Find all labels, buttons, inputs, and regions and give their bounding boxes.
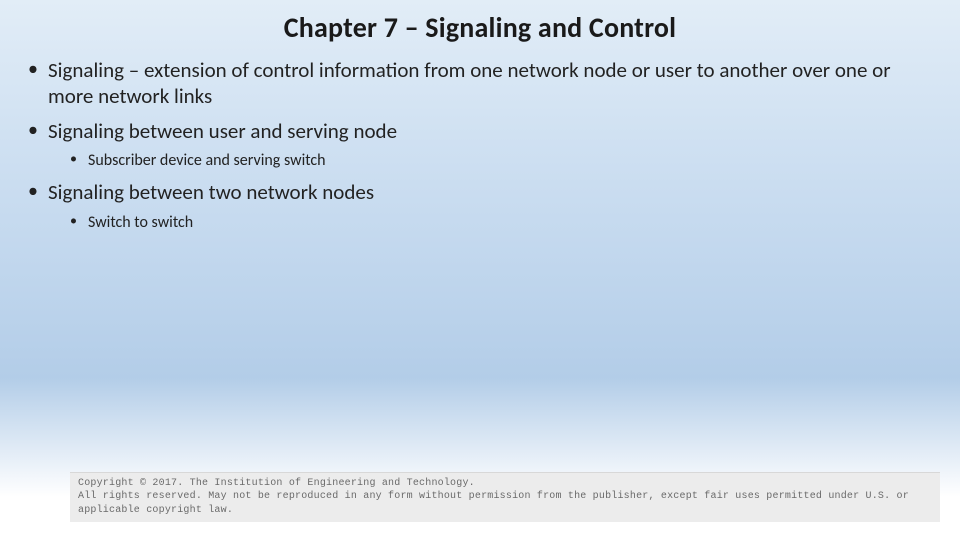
bullet-item: Signaling between user and serving node … — [22, 118, 930, 172]
sub-bullet-text: Subscriber device and serving switch — [88, 151, 326, 170]
sub-bullet-text: Switch to switch — [88, 213, 193, 232]
bullet-text: Signaling between user and serving node — [48, 118, 397, 144]
bullet-item: Signaling – extension of control informa… — [22, 57, 930, 110]
slide-content: Signaling – extension of control informa… — [0, 57, 960, 233]
slide-title: Chapter 7 – Signaling and Control — [0, 0, 960, 57]
bullet-item: Signaling between two network nodes Swit… — [22, 179, 930, 233]
bullet-text: Signaling between two network nodes — [48, 179, 374, 205]
bullet-text: Signaling – extension of control informa… — [48, 57, 891, 109]
bullet-list-level2: Switch to switch — [48, 212, 930, 234]
copyright-footer: Copyright © 2017. The Institution of Eng… — [70, 472, 940, 523]
bullet-list-level2: Subscriber device and serving switch — [48, 150, 930, 172]
bullet-list-level1: Signaling – extension of control informa… — [22, 57, 930, 233]
sub-bullet-item: Switch to switch — [48, 212, 930, 234]
sub-bullet-item: Subscriber device and serving switch — [48, 150, 930, 172]
copyright-line2: All rights reserved. May not be reproduc… — [78, 490, 932, 517]
copyright-line1: Copyright © 2017. The Institution of Eng… — [78, 477, 932, 491]
